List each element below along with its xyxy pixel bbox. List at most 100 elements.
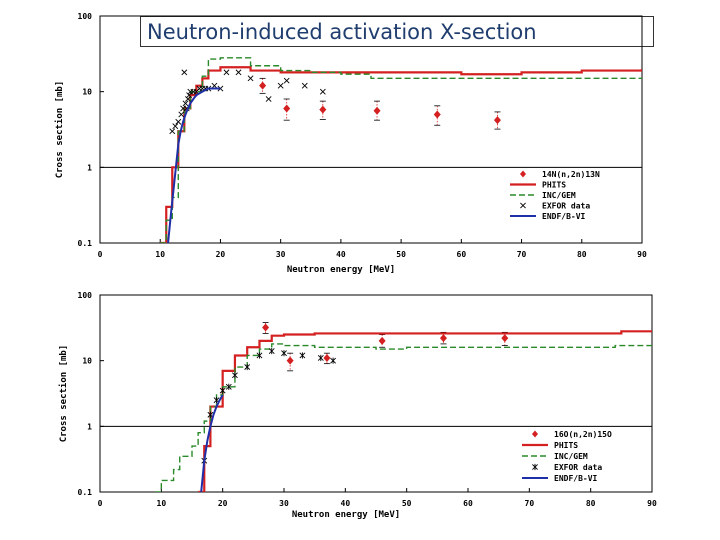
- x-tick-label: 90: [647, 499, 657, 508]
- x-tick-label: 10: [155, 250, 165, 259]
- x-tick-label: 30: [276, 250, 286, 259]
- x-tick-label: 40: [336, 250, 346, 259]
- exfor-point: [181, 69, 188, 76]
- legend-entry: EXFOR data: [542, 202, 590, 211]
- x-tick-label: 50: [402, 499, 412, 508]
- plot-area: [160, 57, 642, 243]
- x-tick-label: 10: [157, 499, 167, 508]
- exfor-point: [281, 350, 287, 357]
- measured-point: [378, 334, 386, 348]
- x-axis-label: Neutron energy [MeV]: [292, 510, 400, 520]
- diamond-marker: [378, 336, 386, 345]
- legend-entry: PHITS: [542, 181, 566, 190]
- series-inc-gem: [160, 57, 642, 243]
- series-endf-b-vi: [200, 394, 224, 492]
- exfor-point: [211, 82, 218, 89]
- exfor-point: [265, 96, 272, 102]
- y-tick-label: 10: [82, 88, 92, 97]
- diamond-marker: [493, 116, 501, 125]
- exfor-point: [175, 118, 182, 125]
- measured-point: [262, 322, 270, 334]
- exfor-point: [169, 128, 176, 135]
- exfor-point: [268, 347, 275, 355]
- y-axis-label: Cross section [mb]: [54, 81, 65, 179]
- exfor-point: [330, 357, 336, 364]
- diamond-marker: [501, 334, 509, 343]
- measured-point: [373, 100, 381, 121]
- diamond-marker: [283, 104, 291, 113]
- exfor-point: [219, 387, 226, 394]
- diamond-marker: [259, 81, 267, 90]
- measured-point: [433, 105, 441, 126]
- measured-point: [319, 100, 327, 120]
- legend-entry: INC/GEM: [542, 191, 576, 200]
- y-tick-label: 100: [78, 291, 93, 300]
- exfor-point: [244, 363, 251, 371]
- legend-entry: 16O(n,2n)15O: [554, 430, 612, 439]
- x-tick-label: 0: [98, 499, 103, 508]
- plot-frame: [99, 15, 643, 244]
- x-tick-label: 30: [279, 499, 289, 508]
- legend-entry: 14N(n,2n)13N: [542, 170, 600, 179]
- legend-entry: EXFOR data: [554, 463, 602, 472]
- y-axis-label: Cross section [mb]: [58, 345, 69, 443]
- measured-point: [323, 352, 331, 365]
- exfor-point: [185, 96, 191, 102]
- plot-area: [155, 322, 652, 492]
- series-endf-b-vi: [167, 87, 221, 243]
- y-tick-label: 1: [87, 422, 92, 431]
- exfor-point: [277, 82, 284, 89]
- exfor-point: [232, 372, 238, 379]
- exfor-point: [301, 82, 308, 89]
- diamond-marker: [439, 334, 447, 343]
- measured-point: [286, 352, 294, 372]
- x-tick-label: 80: [577, 250, 587, 259]
- legend-swatch: [520, 170, 526, 178]
- x-tick-label: 60: [457, 250, 467, 259]
- y-tick-label: 0.1: [78, 488, 93, 497]
- exfor-point: [317, 354, 324, 362]
- x-tick-label: 70: [525, 499, 535, 508]
- exfor-point: [223, 69, 230, 76]
- x-tick-label: 60: [463, 499, 473, 508]
- chart-legend: 16O(n,2n)15O PHITS INC/GEM EXFOR data ENDF/B…: [522, 430, 612, 483]
- x-axis-label: Neutron energy [MeV]: [287, 265, 395, 275]
- x-tick-label: 20: [218, 499, 228, 508]
- diamond-marker: [373, 106, 381, 115]
- diamond-marker: [433, 110, 441, 119]
- exfor-point: [319, 88, 326, 95]
- y-tick-label: 1: [87, 163, 92, 172]
- exfor-point: [283, 77, 290, 84]
- legend-entry: ENDF/B-VI: [542, 212, 586, 221]
- exfor-point: [225, 383, 232, 390]
- chart-panel-2: 0.1 1 10 100 0 10 20 30 40 50 60 70 80 90 Neutron ener…: [58, 291, 657, 520]
- x-tick-label: 50: [396, 250, 406, 259]
- measured-point: [283, 98, 291, 121]
- exfor-point: [256, 352, 263, 359]
- diamond-marker: [286, 356, 294, 365]
- x-tick-label: 40: [341, 499, 351, 508]
- exfor-point: [172, 123, 179, 130]
- diamond-marker: [262, 323, 270, 332]
- exfor-point: [178, 111, 185, 118]
- x-tick-label: 70: [517, 250, 527, 259]
- x-tick-label: 90: [637, 250, 647, 259]
- legend-entry: ENDF/B-VI: [554, 474, 598, 483]
- legend-swatch: [520, 202, 526, 209]
- slide-title: Neutron-induced activation X-section: [147, 20, 537, 44]
- exfor-point: [186, 92, 193, 99]
- legend-entry: PHITS: [554, 441, 578, 450]
- exfor-point: [217, 85, 224, 92]
- y-tick-label: 10: [82, 357, 92, 366]
- slide-title-box: Neutron-induced activation X-section: [140, 16, 654, 47]
- exfor-point: [235, 69, 242, 76]
- diamond-marker: [319, 105, 327, 114]
- x-tick-label: 80: [586, 499, 596, 508]
- diamond-marker: [323, 353, 331, 362]
- exfor-point: [247, 75, 254, 82]
- plot-frame: [99, 294, 653, 493]
- exfor-point: [299, 352, 306, 359]
- legend-swatch: [532, 430, 538, 438]
